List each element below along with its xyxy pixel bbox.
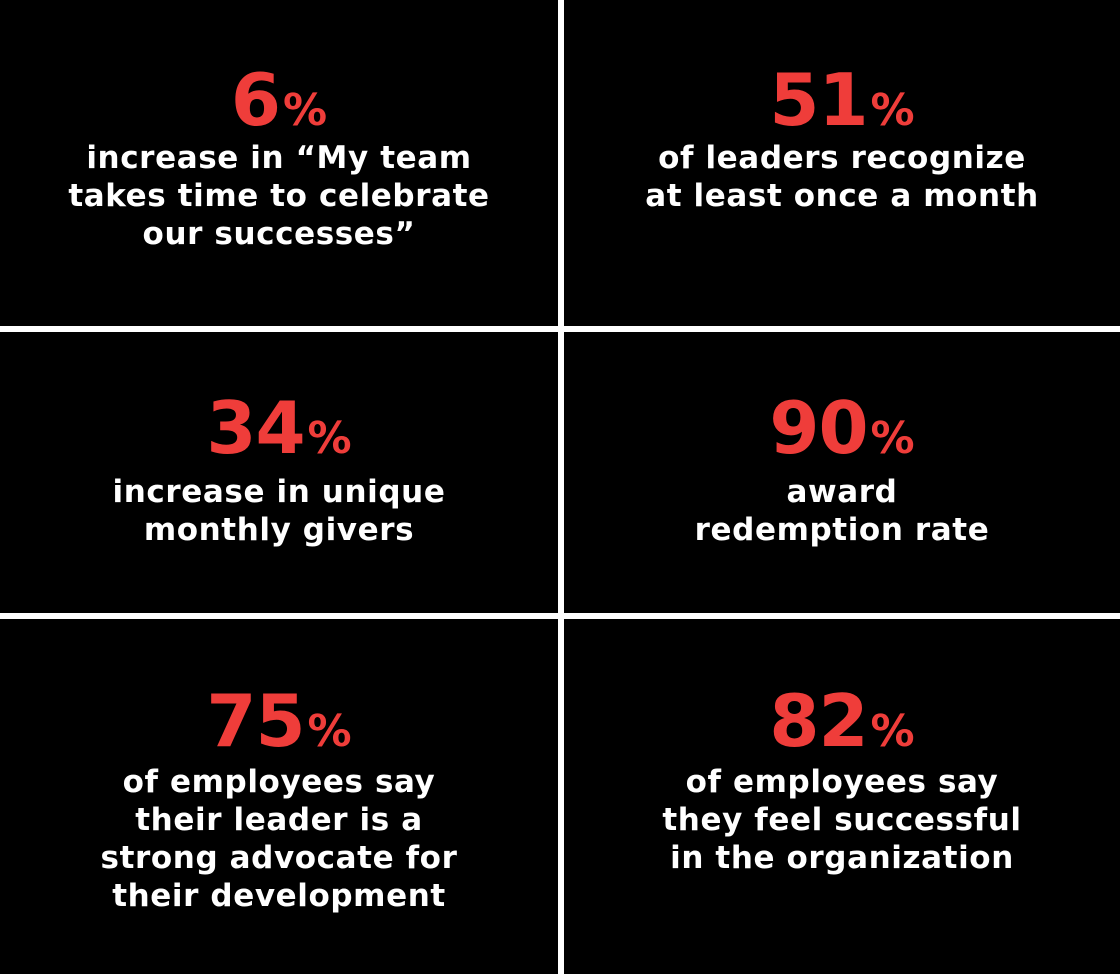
stat-number: 90 bbox=[769, 386, 868, 470]
stat-value: 6% bbox=[0, 64, 558, 136]
stat-description-line: redemption rate bbox=[694, 512, 990, 548]
stat-tile-leaders-recognize: 51% of leaders recognize at least once a… bbox=[564, 0, 1120, 326]
stat-tile-leader-advocate: 75% of employees say their leader is a s… bbox=[0, 619, 558, 974]
stat-description-line: in the organization bbox=[670, 840, 1014, 876]
stat-description-line: strong advocate for bbox=[100, 840, 458, 876]
stat-number: 82 bbox=[769, 679, 868, 763]
stat-tile-feel-successful: 82% of employees say they feel successfu… bbox=[564, 619, 1120, 974]
percent-sign: % bbox=[870, 706, 915, 757]
percent-sign: % bbox=[307, 706, 352, 757]
stat-description-line: of leaders recognize bbox=[658, 140, 1026, 176]
stat-description-line: of employees say bbox=[122, 764, 436, 800]
stat-value: 51% bbox=[564, 64, 1120, 136]
stat-value: 90% bbox=[564, 392, 1120, 464]
stat-description: of employees say they feel successful in… bbox=[574, 763, 1110, 877]
stat-number: 34 bbox=[206, 386, 305, 470]
stat-description-line: they feel successful bbox=[662, 802, 1022, 838]
stat-description-line: at least once a month bbox=[645, 178, 1039, 214]
stat-description-line: takes time to celebrate bbox=[68, 178, 490, 214]
stat-description-line: our successes” bbox=[142, 216, 416, 252]
stat-description-line: of employees say bbox=[685, 764, 999, 800]
stat-number: 75 bbox=[206, 679, 305, 763]
stat-value: 82% bbox=[564, 685, 1120, 757]
stat-description-line: their development bbox=[112, 878, 446, 914]
stat-description: award redemption rate bbox=[574, 473, 1110, 549]
percent-sign: % bbox=[870, 413, 915, 464]
percent-sign: % bbox=[307, 413, 352, 464]
stat-description: of leaders recognize at least once a mon… bbox=[574, 139, 1110, 215]
stat-description-line: their leader is a bbox=[135, 802, 423, 838]
stat-tile-celebrate-successes: 6% increase in “My team takes time to ce… bbox=[0, 0, 558, 326]
stat-description: increase in “My team takes time to celeb… bbox=[10, 139, 548, 253]
stat-description-line: increase in unique bbox=[112, 474, 446, 510]
stat-number: 51 bbox=[769, 58, 868, 142]
stat-description: of employees say their leader is a stron… bbox=[10, 763, 548, 915]
stat-description-line: increase in “My team bbox=[86, 140, 472, 176]
stat-description-line: monthly givers bbox=[143, 512, 415, 548]
percent-sign: % bbox=[283, 85, 328, 136]
stat-value: 34% bbox=[0, 392, 558, 464]
stat-description: increase in unique monthly givers bbox=[10, 473, 548, 549]
stat-tile-award-redemption: 90% award redemption rate bbox=[564, 332, 1120, 613]
percent-sign: % bbox=[870, 85, 915, 136]
stat-description-line: award bbox=[786, 474, 898, 510]
stat-tile-unique-givers: 34% increase in unique monthly givers bbox=[0, 332, 558, 613]
stat-value: 75% bbox=[0, 685, 558, 757]
stat-number: 6 bbox=[230, 58, 281, 142]
